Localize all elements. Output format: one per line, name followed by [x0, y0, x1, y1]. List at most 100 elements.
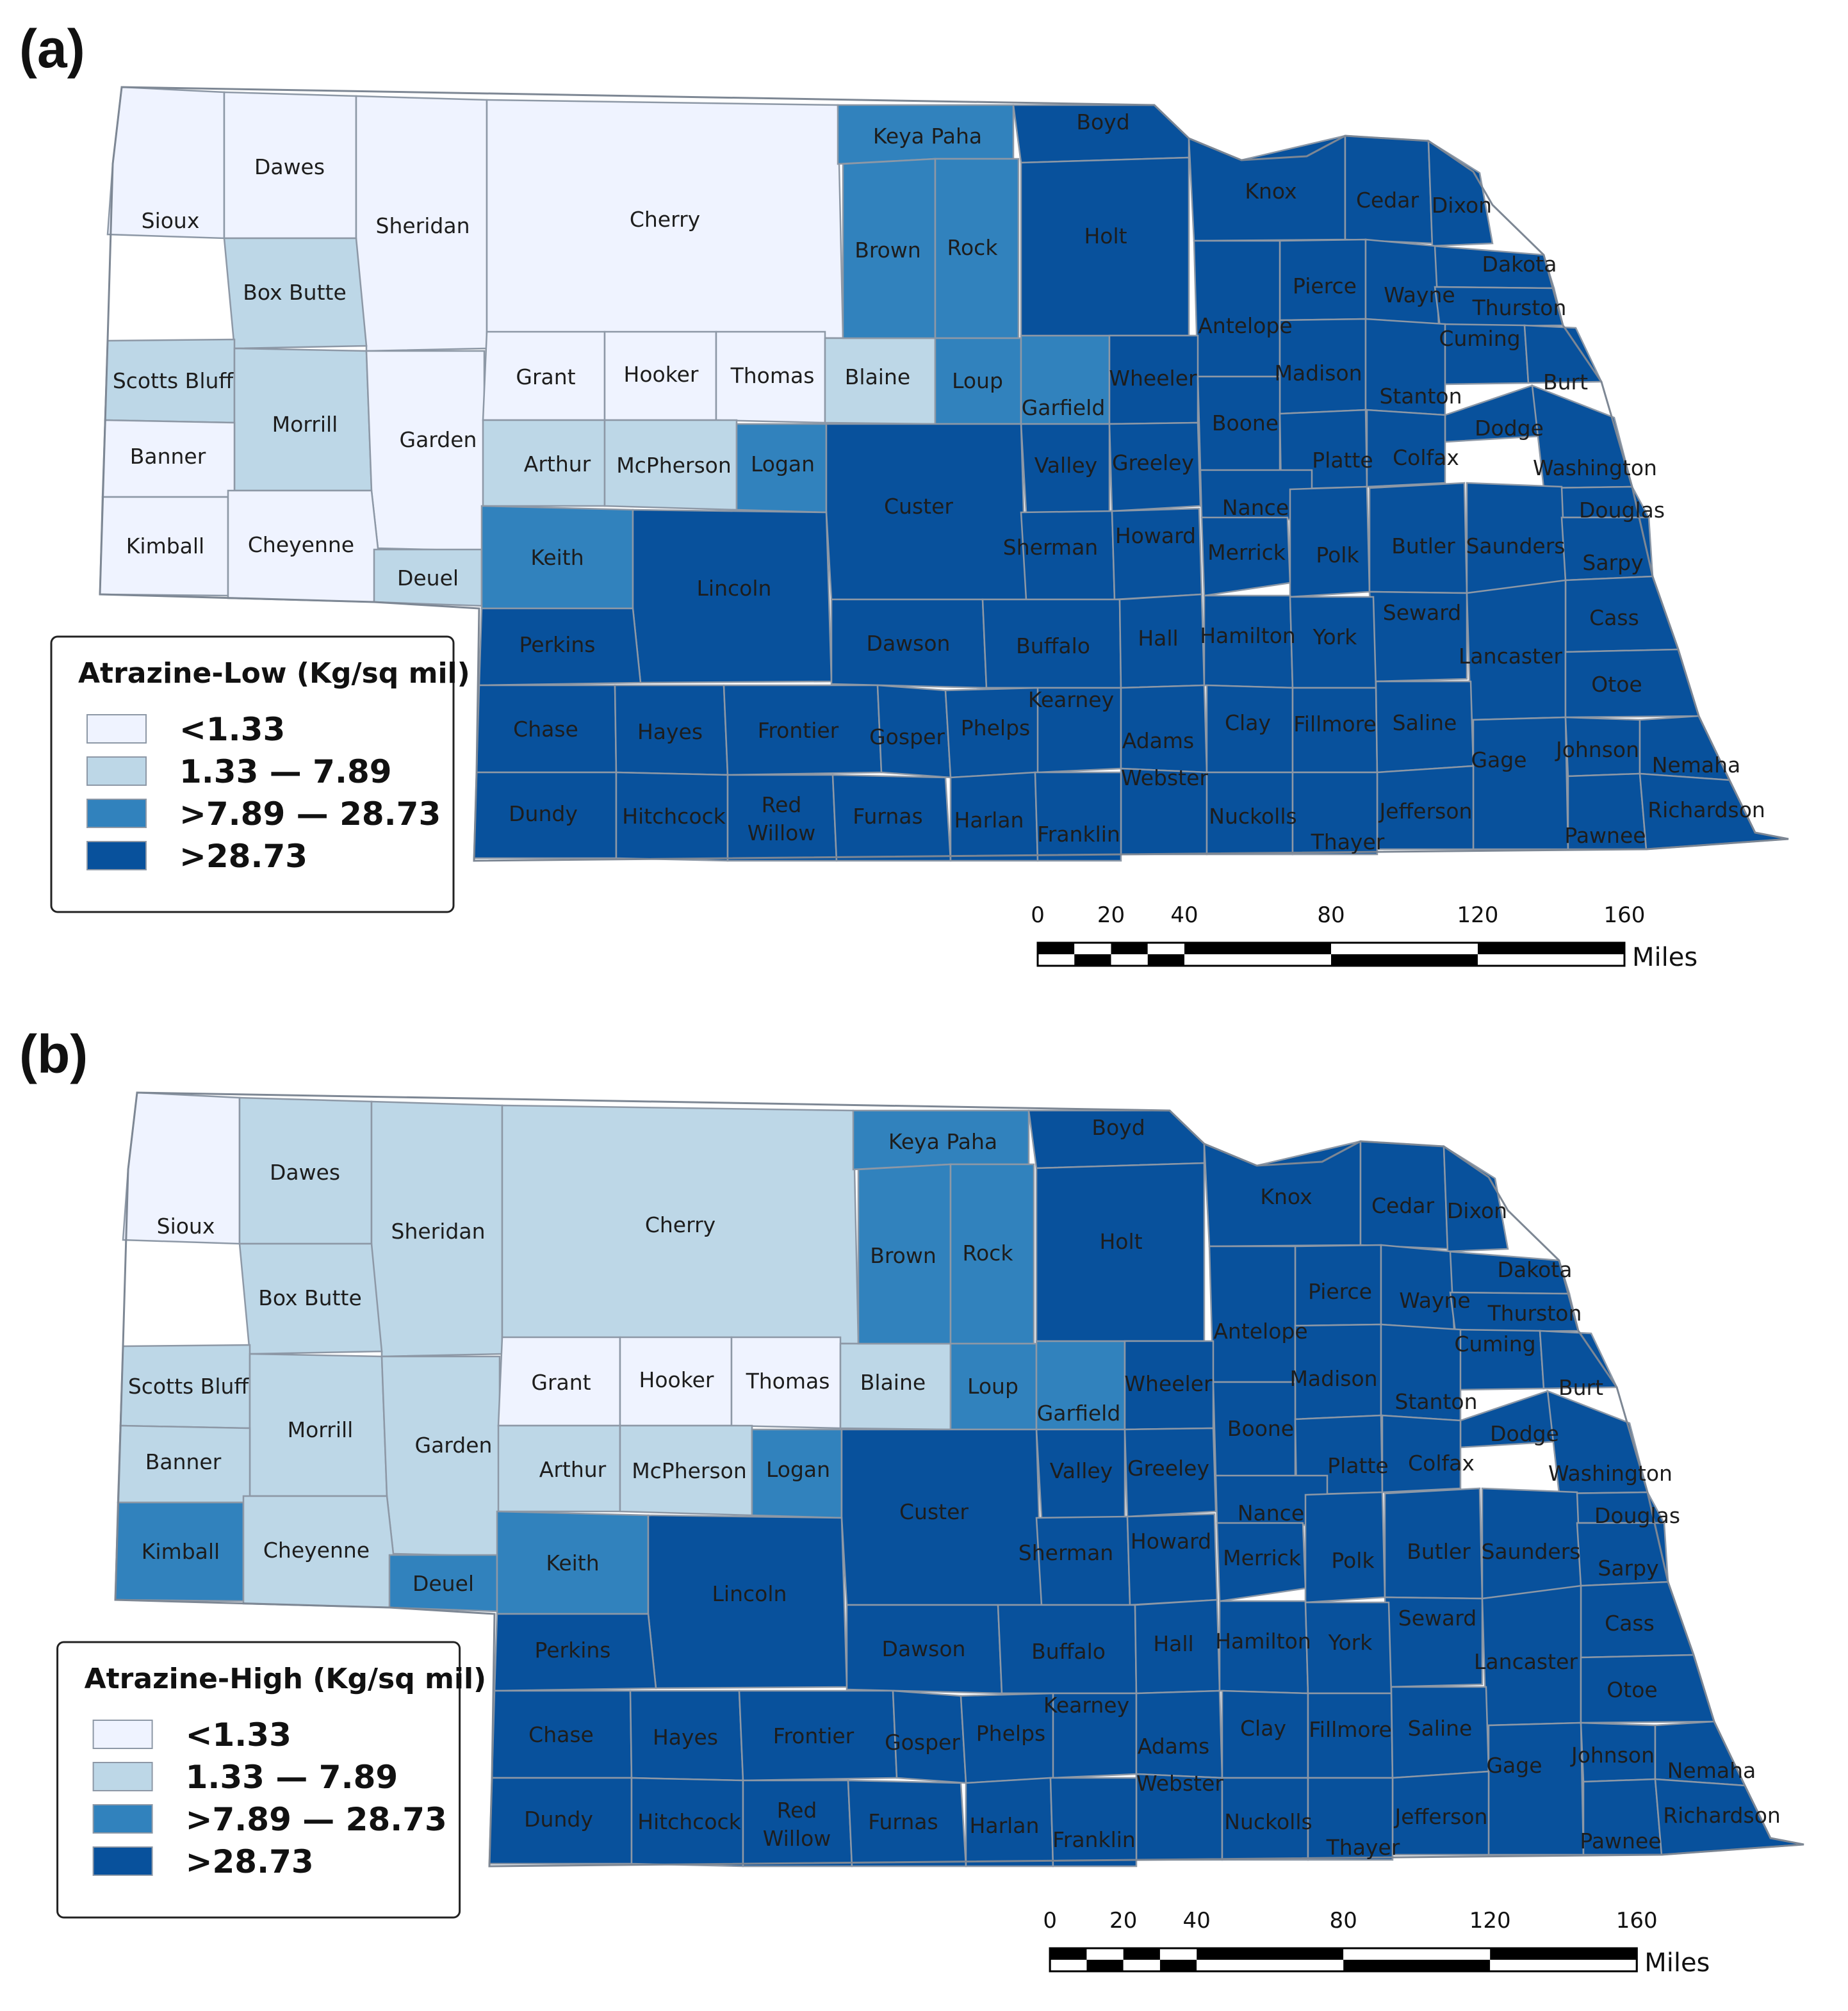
- county-label-banner: Banner: [130, 444, 206, 469]
- county-label-brown: Brown: [870, 1243, 936, 1268]
- map-svg-b: (b) Sioux Dawes Sheridan Cherry Box Butte Scot…: [19, 1024, 1804, 1978]
- county-label-johnson: Johnson: [1555, 737, 1639, 762]
- scale-tick: 80: [1330, 1908, 1357, 1934]
- county-label-hall: Hall: [1153, 1631, 1193, 1656]
- scale-tick: 120: [1469, 1908, 1511, 1934]
- county-label-york: York: [1328, 1630, 1373, 1655]
- county-label-kearney: Kearney: [1043, 1693, 1129, 1718]
- county-label-cass: Cass: [1589, 605, 1639, 630]
- county-label-gage: Gage: [1471, 747, 1526, 772]
- county-label-nemaha: Nemaha: [1652, 753, 1741, 778]
- county-label-lincoln: Lincoln: [712, 1581, 787, 1606]
- legend-label-c1: <1.33: [179, 711, 285, 748]
- county-label-deuel: Deuel: [413, 1571, 474, 1596]
- county-label-fillmore: Fillmore: [1309, 1717, 1392, 1742]
- county-label-knox: Knox: [1260, 1184, 1312, 1209]
- scale-tick: 120: [1457, 902, 1499, 928]
- county-label-wheeler: Wheeler: [1109, 366, 1197, 391]
- county-label-sioux: Sioux: [142, 208, 200, 233]
- county-label-dawes: Dawes: [254, 154, 325, 179]
- county-label-wheeler: Wheeler: [1124, 1371, 1213, 1396]
- county-label-hitchcock: Hitchcock: [637, 1809, 741, 1834]
- county-label-perkins: Perkins: [519, 632, 596, 657]
- county-label-morrill: Morrill: [272, 412, 338, 437]
- legend-swatch-c2: [86, 756, 147, 786]
- county-label-douglas: Douglas: [1579, 498, 1665, 523]
- county-greeley: [1108, 421, 1202, 512]
- county-wayne: [1380, 1244, 1455, 1331]
- county-label-gosper: Gosper: [869, 724, 945, 749]
- county-label-blaine: Blaine: [860, 1370, 926, 1395]
- county-label-platte: Platte: [1327, 1453, 1388, 1478]
- county-label-boone: Boone: [1227, 1416, 1294, 1441]
- county-label-washington: Washington: [1548, 1461, 1672, 1486]
- county-label-morrill: Morrill: [288, 1417, 354, 1442]
- county-dixon: [1443, 1144, 1509, 1253]
- county-label-saunders: Saunders: [1466, 533, 1565, 558]
- county-label-dundy: Dundy: [509, 801, 578, 826]
- county-label-dakota: Dakota: [1498, 1257, 1573, 1282]
- county-label-buffalo: Buffalo: [1031, 1639, 1106, 1664]
- county-label-hamilton: Hamilton: [1200, 623, 1296, 648]
- county-label-dawson: Dawson: [882, 1636, 966, 1661]
- county-label-furnas: Furnas: [868, 1809, 938, 1834]
- county-label-lancaster: Lancaster: [1474, 1649, 1578, 1674]
- scale-tick: 160: [1604, 902, 1646, 928]
- county-label-boone: Boone: [1212, 411, 1279, 436]
- county-label-sherman: Sherman: [1018, 1540, 1113, 1565]
- county-label-kimball: Kimball: [126, 533, 204, 558]
- county-label-nuckolls: Nuckolls: [1224, 1809, 1312, 1834]
- legend-label-c2: 1.33 — 7.89: [186, 1759, 398, 1796]
- county-label-madison: Madison: [1274, 361, 1362, 386]
- county-dixon: [1427, 139, 1494, 247]
- county-label-nance: Nance: [1238, 1501, 1304, 1526]
- scale-tick: 40: [1170, 902, 1198, 928]
- county-label-antelope: Antelope: [1213, 1319, 1307, 1344]
- county-label-arthur: Arthur: [524, 452, 591, 476]
- county-label-cuming: Cuming: [1454, 1331, 1535, 1356]
- county-label-thomas: Thomas: [746, 1369, 830, 1394]
- county-label-pawnee: Pawnee: [1564, 823, 1646, 848]
- county-label-jefferson: Jefferson: [1394, 1804, 1488, 1829]
- county-label-keith: Keith: [530, 545, 584, 570]
- county-label-dodge: Dodge: [1490, 1421, 1559, 1446]
- county-label-seward: Seward: [1398, 1606, 1476, 1631]
- county-label-colfax: Colfax: [1393, 445, 1459, 470]
- county-label-richardson: Richardson: [1663, 1803, 1781, 1828]
- county-label-thayer: Thayer: [1311, 829, 1385, 854]
- county-label-washington: Washington: [1533, 455, 1657, 480]
- county-label-webster: Webster: [1136, 1771, 1223, 1796]
- county-label-hitchcock: Hitchcock: [622, 804, 726, 829]
- county-label-madison: Madison: [1289, 1366, 1377, 1391]
- legend-title: Atrazine-Low (Kg/sq mil): [78, 657, 470, 690]
- county-label-fillmore: Fillmore: [1293, 712, 1377, 737]
- county-label-adams: Adams: [1122, 728, 1195, 753]
- county-red-willow: [726, 774, 838, 862]
- scale-unit: Miles: [1644, 1948, 1710, 1978]
- county-label-valley: Valley: [1050, 1458, 1113, 1483]
- county-label-franklin: Franklin: [1052, 1827, 1136, 1852]
- county-label-thomas: Thomas: [730, 363, 815, 388]
- nebraska-map: Sioux Dawes Sheridan Cherry Box Butte Scotts …: [114, 1091, 1804, 1868]
- scale-tick: 80: [1317, 902, 1345, 928]
- county-label-boyd: Boyd: [1092, 1115, 1145, 1140]
- county-thayer: [1291, 771, 1378, 856]
- county-label-hamilton: Hamilton: [1215, 1629, 1311, 1654]
- scale-bar: 0 20 40 80 120 160 Miles: [1031, 902, 1697, 972]
- county-polk: [1289, 485, 1371, 598]
- county-label-howard: Howard: [1115, 523, 1196, 548]
- county-label-greeley: Greeley: [1112, 450, 1194, 475]
- county-label-thurston: Thurston: [1487, 1301, 1582, 1326]
- county-label-burt: Burt: [1558, 1375, 1603, 1400]
- county-label-greeley: Greeley: [1127, 1456, 1209, 1481]
- legend-label-c1: <1.33: [186, 1716, 291, 1754]
- legend-swatch-c4: [86, 841, 147, 870]
- county-label-antelope: Antelope: [1198, 313, 1292, 338]
- state-outline: [99, 86, 1789, 862]
- county-label-arthur: Arthur: [539, 1457, 607, 1482]
- county-label-banner: Banner: [145, 1449, 222, 1474]
- county-label-otoe: Otoe: [1607, 1677, 1657, 1702]
- county-franklin: [1034, 771, 1122, 862]
- county-label-douglas: Douglas: [1594, 1503, 1680, 1528]
- county-label-furnas: Furnas: [853, 804, 922, 829]
